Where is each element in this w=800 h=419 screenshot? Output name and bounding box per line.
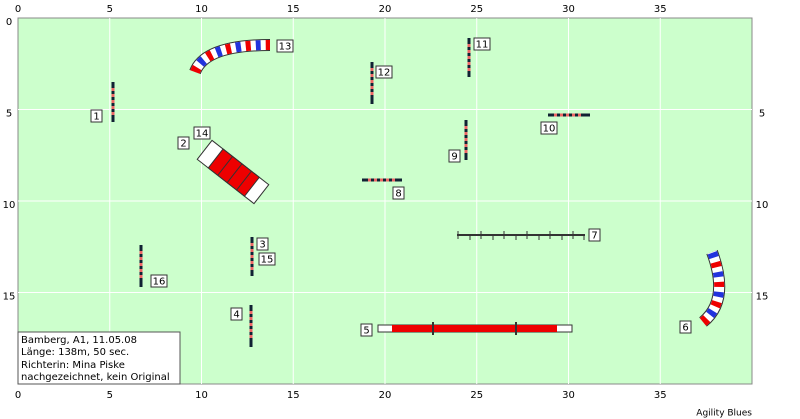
x-tick-label: 0 bbox=[15, 4, 21, 15]
tunnel bbox=[189, 39, 271, 75]
y-tick-label: 10 bbox=[756, 200, 769, 211]
label-box bbox=[193, 126, 211, 140]
label-box bbox=[276, 39, 294, 53]
obstacle-number: 7 bbox=[591, 231, 597, 242]
obstacle-number: 8 bbox=[395, 189, 401, 200]
weave-poles bbox=[457, 231, 585, 240]
obstacle-number: 11 bbox=[476, 40, 489, 51]
info-line: Richterin: Mina Piske bbox=[21, 360, 125, 371]
y-tick-label: 5 bbox=[6, 109, 12, 120]
obstacle-number: 13 bbox=[279, 42, 292, 53]
label-box bbox=[90, 109, 103, 123]
label-box bbox=[375, 65, 393, 79]
obstacle-number: 16 bbox=[153, 277, 166, 288]
x-tick-label: 25 bbox=[470, 390, 483, 401]
footer: Agility Blues bbox=[696, 409, 752, 419]
x-tick-label: 35 bbox=[654, 390, 667, 401]
y-tick-label: 10 bbox=[3, 200, 16, 211]
x-tick-label: 35 bbox=[654, 4, 667, 15]
x-tick-label: 20 bbox=[379, 4, 392, 15]
info-line: nachgezeichnet, kein Original bbox=[21, 372, 170, 383]
info-line: Bamberg, A1, 11.05.08 bbox=[21, 335, 137, 346]
label-box bbox=[448, 149, 461, 163]
label-box bbox=[392, 186, 405, 200]
label-box bbox=[177, 136, 190, 150]
obstacle-number: 4 bbox=[233, 310, 239, 321]
y-tick-label: 15 bbox=[3, 292, 16, 303]
dogwalk bbox=[377, 322, 573, 335]
x-tick-label: 25 bbox=[470, 4, 483, 15]
obstacle-number: 14 bbox=[196, 129, 209, 140]
label-box bbox=[360, 323, 373, 337]
y-tick-label: 0 bbox=[6, 17, 12, 28]
x-tick-label: 15 bbox=[287, 390, 300, 401]
label-box bbox=[258, 252, 276, 266]
chute bbox=[196, 139, 270, 205]
obstacle-number: 15 bbox=[261, 255, 274, 266]
x-tick-label: 20 bbox=[379, 390, 392, 401]
y-tick-label: 15 bbox=[756, 292, 769, 303]
x-tick-label: 5 bbox=[107, 4, 113, 15]
x-tick-label: 15 bbox=[287, 4, 300, 15]
label-box bbox=[473, 37, 491, 51]
obstacle-number: 5 bbox=[363, 326, 369, 337]
x-tick-label: 10 bbox=[195, 390, 208, 401]
x-tick-label: 5 bbox=[107, 390, 113, 401]
tunnel bbox=[698, 249, 726, 327]
jumps bbox=[111, 38, 590, 347]
obstacle-number: 12 bbox=[378, 68, 391, 79]
obstacle-number: 10 bbox=[543, 124, 556, 135]
obstacle-number: 3 bbox=[259, 240, 265, 251]
obstacle-number: 1 bbox=[93, 112, 99, 123]
obstacle-number: 2 bbox=[180, 139, 186, 150]
x-tick-label: 10 bbox=[195, 4, 208, 15]
x-tick-label: 0 bbox=[15, 390, 21, 401]
label-box bbox=[540, 121, 558, 135]
label-box bbox=[150, 274, 168, 288]
x-tick-label: 30 bbox=[562, 4, 575, 15]
label-box bbox=[256, 237, 269, 251]
x-tick-label: 30 bbox=[562, 390, 575, 401]
y-tick-label: 5 bbox=[759, 109, 765, 120]
obstacle-number: 6 bbox=[682, 323, 688, 334]
obstacle-number: 9 bbox=[451, 152, 457, 163]
info-box bbox=[17, 331, 181, 385]
info-line: Länge: 138m, 50 sec. bbox=[21, 347, 129, 358]
label-box bbox=[588, 228, 601, 242]
grid bbox=[18, 18, 752, 384]
label-box bbox=[679, 320, 692, 334]
label-box bbox=[230, 307, 243, 321]
